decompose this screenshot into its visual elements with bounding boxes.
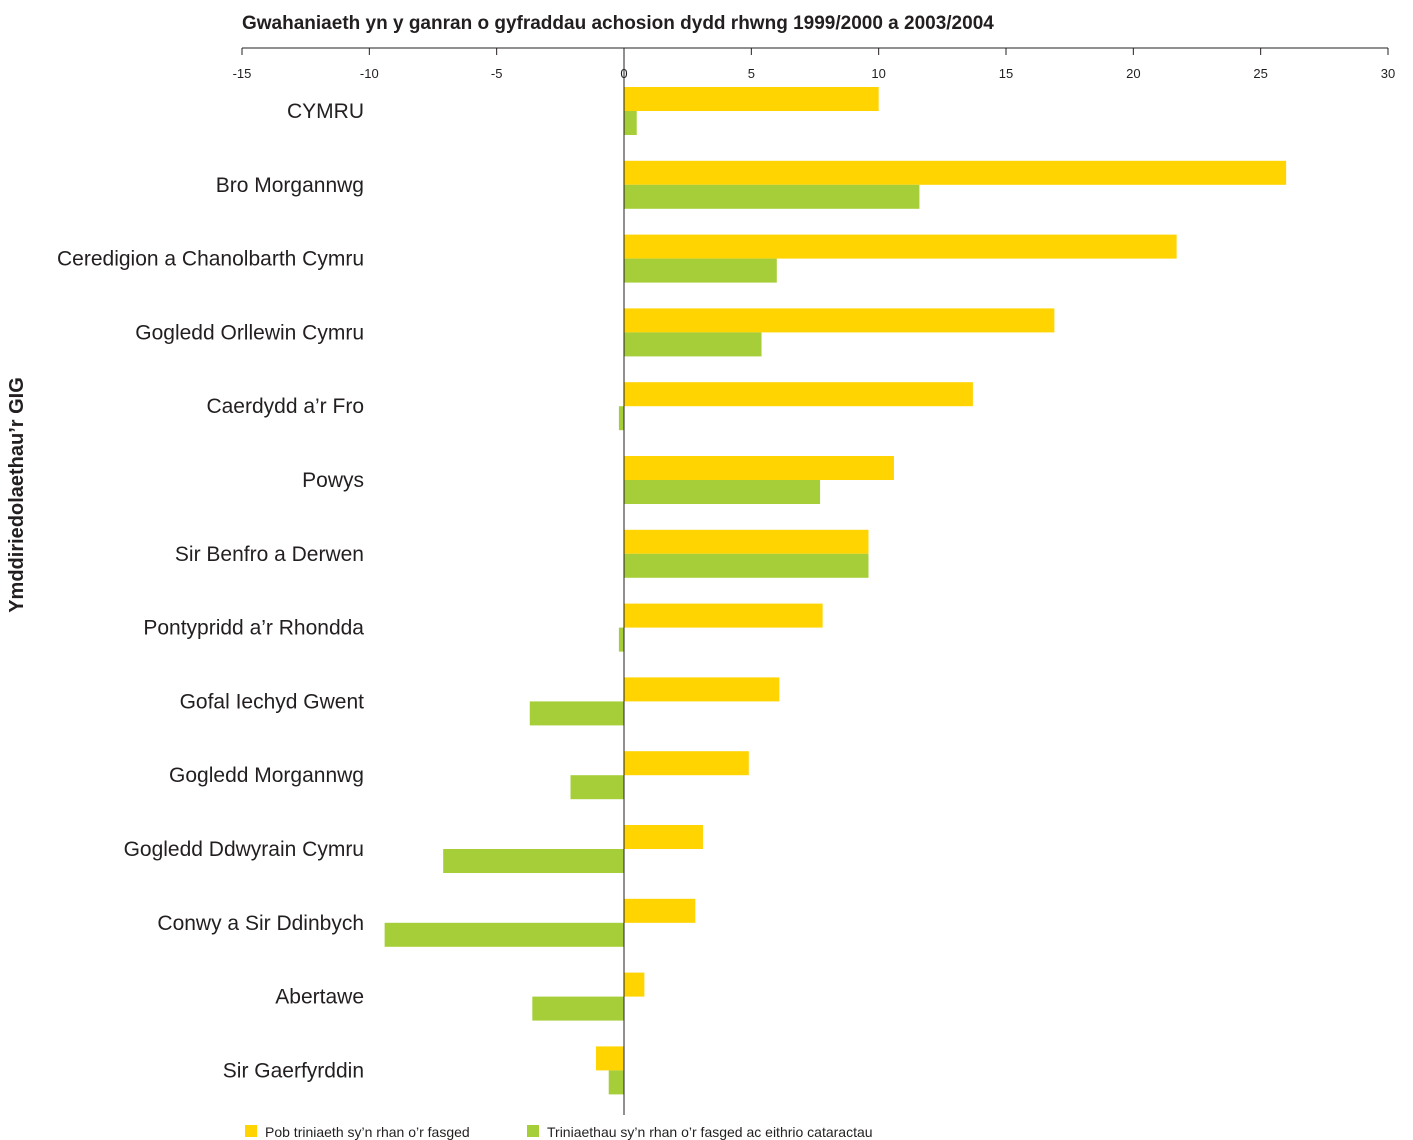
category-label: Pontypridd a’r Rhondda [143,617,364,640]
x-tick-label: 20 [1126,66,1140,81]
x-tick-label: 10 [871,66,885,81]
bar-excluding-cataracts [532,996,624,1021]
x-axis: -15-10-5051015202530 [233,47,1395,81]
bar-excluding-cataracts [618,627,624,652]
bar-all-treatments [624,234,1177,259]
x-tick-label: -10 [360,66,379,81]
x-tick-label: 15 [999,66,1013,81]
bar-all-treatments [624,160,1287,185]
y-axis-label: Ymddiriedolaethau’r GIG [6,377,28,613]
category-label: Gogledd Morgannwg [169,764,364,787]
bar-excluding-cataracts [624,480,821,504]
bar-excluding-cataracts [618,406,624,431]
bars [384,87,1287,1095]
bar-excluding-cataracts [384,922,624,947]
bar-all-treatments [624,456,894,480]
category-label: CYMRU [287,100,364,123]
category-label: Bro Morgannwg [216,174,364,197]
bar-excluding-cataracts [624,111,637,135]
legend-label-all-treatments: Pob triniaeth sy’n rhan o’r fasged [265,1124,470,1140]
bar-excluding-cataracts [608,1070,624,1095]
x-tick-label: 30 [1381,66,1395,81]
x-tick-label: -15 [233,66,252,81]
bar-all-treatments [624,898,696,923]
category-label: Gofal Iechyd Gwent [180,690,365,713]
category-labels: CYMRU Bro Morgannwg Ceredigion a Chanolbar… [57,100,364,1082]
bar-excluding-cataracts [624,184,920,209]
category-label: Ceredigion a Chanolbarth Cymru [57,248,364,271]
category-label: Sir Benfro a Derwen [175,543,364,566]
bar-all-treatments [595,1046,624,1071]
category-label: Sir Gaerfyrddin [223,1059,364,1082]
legend-swatch-all-treatments [245,1125,257,1137]
bar-excluding-cataracts [570,775,624,800]
legend-label-excluding-cataracts: Triniaethau sy’n rhan o’r fasged ac eith… [547,1124,873,1140]
bar-all-treatments [624,751,749,776]
bar-excluding-cataracts [529,701,624,726]
chart-title: Gwahaniaeth yn y ganran o gyfraddau acho… [242,13,994,34]
bar-all-treatments [624,603,823,628]
bar-excluding-cataracts [624,553,869,578]
category-label: Powys [302,469,364,492]
x-tick-label: 25 [1253,66,1267,81]
bar-excluding-cataracts [443,849,624,873]
category-label: Gogledd Orllewin Cymru [135,321,364,344]
category-label: Abertawe [275,986,364,1009]
bar-all-treatments [624,87,879,111]
bar-all-treatments [624,972,645,997]
bar-all-treatments [624,382,973,407]
category-label: Conwy a Sir Ddinbych [157,912,364,935]
bar-all-treatments [624,308,1055,333]
bar-all-treatments [624,825,703,849]
bar-all-treatments [624,677,780,702]
bar-excluding-cataracts [624,258,777,283]
category-label: Caerdydd a’r Fro [206,395,364,418]
legend-swatch-excluding-cataracts [527,1125,539,1137]
x-tick-label: 5 [748,66,755,81]
category-label: Gogledd Ddwyrain Cymru [124,838,364,861]
bar-excluding-cataracts [624,332,762,357]
x-tick-label: -5 [491,66,503,81]
legend: Pob triniaeth sy’n rhan o’r fasged Trini… [245,1124,873,1140]
bar-all-treatments [624,529,869,554]
